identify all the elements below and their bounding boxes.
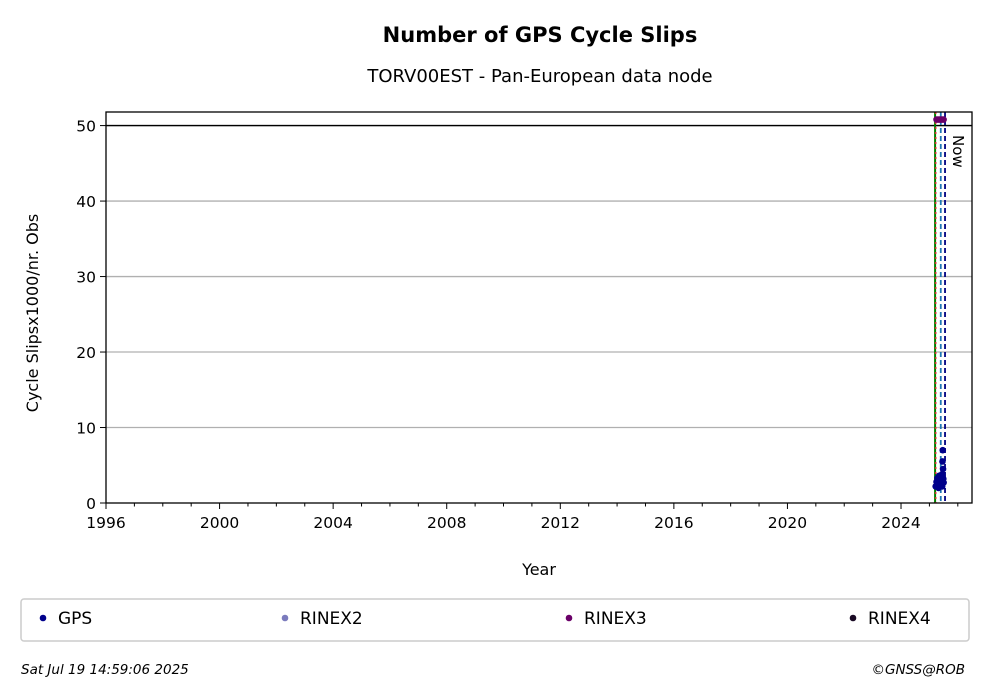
data-point-rinex3: [940, 116, 947, 123]
y-tick-label: 20: [76, 344, 96, 362]
footer-credit: ©GNSS@ROB: [872, 662, 966, 678]
legend: GPS RINEX2 RINEX3 RINEX4: [20, 598, 970, 642]
legend-marker-gps: [39, 614, 47, 622]
legend-frame: [20, 598, 970, 642]
y-tick-label: 40: [76, 193, 96, 211]
chart-subtitle: TORV00EST - Pan-European data node: [366, 66, 712, 87]
data-point-gps: [940, 479, 947, 486]
y-tick-label: 0: [86, 495, 96, 513]
legend-label-rinex3: RINEX3: [584, 609, 647, 629]
y-tick-label: 10: [76, 420, 96, 438]
chart-title: Number of GPS Cycle Slips: [383, 23, 698, 47]
legend-marker-rinex3: [565, 614, 573, 622]
legend-marker-rinex2: [281, 614, 289, 622]
x-tick-label: 2012: [541, 514, 580, 532]
data-point-gps: [939, 446, 947, 454]
y-tick-label: 50: [76, 118, 96, 136]
y-tick-label: 30: [76, 269, 96, 287]
legend-label-rinex2: RINEX2: [300, 609, 363, 629]
legend-marker-rinex4: [849, 614, 857, 622]
plot-area: Now 1996 2000 2004 2008 2012 2016 2020 2024 0 10 20…: [76, 111, 973, 532]
now-label: Now: [949, 135, 967, 168]
plot-frame: [105, 111, 973, 504]
legend-label-rinex4: RINEX4: [868, 609, 931, 629]
legend-label-gps: GPS: [58, 609, 92, 629]
x-tick-label: 1996: [86, 514, 125, 532]
y-axis-label: Cycle Slipsx1000/nr. Obs: [23, 214, 42, 412]
x-tick-label: 2024: [881, 514, 920, 532]
x-tick-label: 2008: [427, 514, 466, 532]
x-tick-label: 2020: [768, 514, 807, 532]
x-axis-label: Year: [521, 560, 556, 579]
data-point-gps: [939, 465, 947, 473]
data-point-gps: [939, 458, 946, 465]
x-tick-label: 2000: [200, 514, 239, 532]
x-tick-label: 2016: [654, 514, 693, 532]
x-tick-label: 2004: [313, 514, 352, 532]
footer-timestamp: Sat Jul 19 14:59:06 2025: [21, 662, 189, 678]
